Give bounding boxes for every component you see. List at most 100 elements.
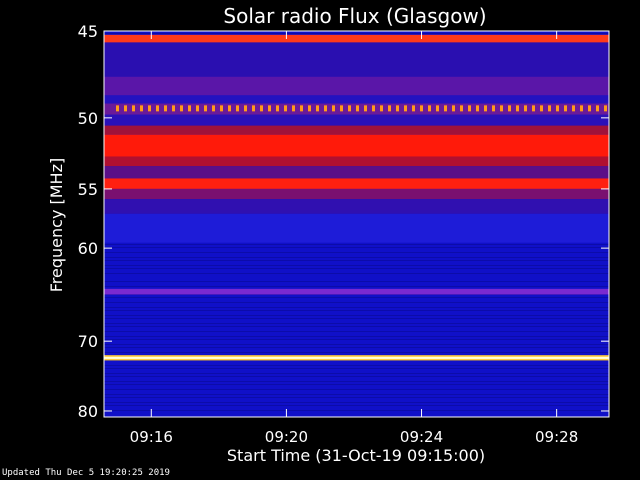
interference-dot	[428, 105, 431, 112]
interference-dot	[484, 105, 487, 112]
noise-line	[104, 344, 609, 345]
noise-line	[104, 247, 609, 248]
interference-dot	[588, 105, 591, 112]
interference-dot	[436, 105, 439, 112]
noise-line	[104, 331, 609, 332]
noise-line	[104, 360, 609, 361]
interference-dot	[316, 105, 319, 112]
interference-dot	[244, 105, 247, 112]
noise-line	[104, 352, 609, 353]
noise-line	[104, 384, 609, 385]
x-tick-label: 09:20	[265, 428, 308, 446]
interference-dot	[460, 105, 463, 112]
interference-dot	[204, 105, 207, 112]
interference-dot	[556, 105, 559, 112]
interference-dot	[444, 105, 447, 112]
x-axis: 09:16 09:20 09:24 09:28	[130, 31, 578, 446]
interference-dot	[476, 105, 479, 112]
interference-dot	[348, 105, 351, 112]
interference-dot	[132, 105, 135, 112]
interference-dot	[396, 105, 399, 112]
frequency-band	[104, 156, 609, 167]
frequency-band	[104, 199, 609, 214]
interference-dot	[596, 105, 599, 112]
interference-dot	[148, 105, 151, 112]
frequency-band	[104, 356, 609, 359]
noise-line	[104, 265, 609, 266]
noise-line	[104, 405, 609, 406]
interference-dot	[388, 105, 391, 112]
interference-dot	[196, 105, 199, 112]
y-tick-label: 55	[78, 180, 98, 199]
noise-line	[104, 323, 609, 324]
interference-dot	[220, 105, 223, 112]
interference-dot	[420, 105, 423, 112]
noise-line	[104, 394, 609, 395]
interference-dot	[564, 105, 567, 112]
interference-dot	[308, 105, 311, 112]
noise-line	[104, 410, 609, 411]
interference-dot	[356, 105, 359, 112]
x-tick-label: 09:24	[400, 428, 443, 446]
interference-dot	[404, 105, 407, 112]
noise-line	[104, 318, 609, 319]
interference-dot	[412, 105, 415, 112]
noise-line	[104, 286, 609, 287]
interference-dot	[604, 105, 607, 112]
interference-dot	[324, 105, 327, 112]
interference-dot	[380, 105, 383, 112]
interference-dot	[492, 105, 495, 112]
frequency-band	[104, 125, 609, 135]
x-axis-label: Start Time (31-Oct-19 09:15:00)	[227, 446, 485, 465]
interference-dot	[300, 105, 303, 112]
noise-line	[104, 281, 609, 282]
frequency-band	[104, 42, 609, 77]
interference-dot	[212, 105, 215, 112]
interference-dot	[172, 105, 175, 112]
plot-frame	[103, 30, 610, 418]
y-tick-label: 50	[78, 109, 98, 128]
interference-dot	[188, 105, 191, 112]
noise-line	[104, 339, 609, 340]
interference-dot	[332, 105, 335, 112]
frequency-band	[104, 114, 609, 126]
interference-dot	[276, 105, 279, 112]
noise-line	[104, 347, 609, 348]
noise-line	[104, 297, 609, 298]
noise-line	[104, 315, 609, 316]
frequency-band	[104, 188, 609, 200]
noise-line	[104, 244, 609, 245]
interference-dot	[228, 105, 231, 112]
interference-dot	[548, 105, 551, 112]
interference-dot	[500, 105, 503, 112]
y-tick-label: 45	[78, 22, 98, 41]
interference-dot	[340, 105, 343, 112]
noise-line	[104, 252, 609, 253]
y-tick-label: 70	[78, 332, 98, 351]
noise-line	[104, 260, 609, 261]
interference-dot	[268, 105, 271, 112]
noise-line	[104, 273, 609, 274]
interference-dot	[284, 105, 287, 112]
noise-line	[104, 268, 609, 269]
interference-dot	[140, 105, 143, 112]
update-timestamp: Updated Thu Dec 5 19:20:25 2019	[2, 468, 170, 478]
interference-dot	[164, 105, 167, 112]
noise-line	[104, 310, 609, 311]
y-axis-label: Frequency [MHz]	[47, 158, 66, 292]
y-tick-label: 60	[78, 239, 98, 258]
noise-line	[104, 257, 609, 258]
interference-dot	[572, 105, 575, 112]
interference-dot	[508, 105, 511, 112]
noise-line	[104, 376, 609, 377]
frequency-band	[104, 34, 609, 43]
noise-line	[104, 389, 609, 390]
interference-dot	[532, 105, 535, 112]
frequency-band	[104, 288, 609, 295]
y-axis: 45 50 55 60 70 80	[78, 22, 609, 421]
noise-line	[104, 326, 609, 327]
noise-line	[104, 381, 609, 382]
interference-dot	[292, 105, 295, 112]
interference-dot	[252, 105, 255, 112]
interference-dot	[468, 105, 471, 112]
